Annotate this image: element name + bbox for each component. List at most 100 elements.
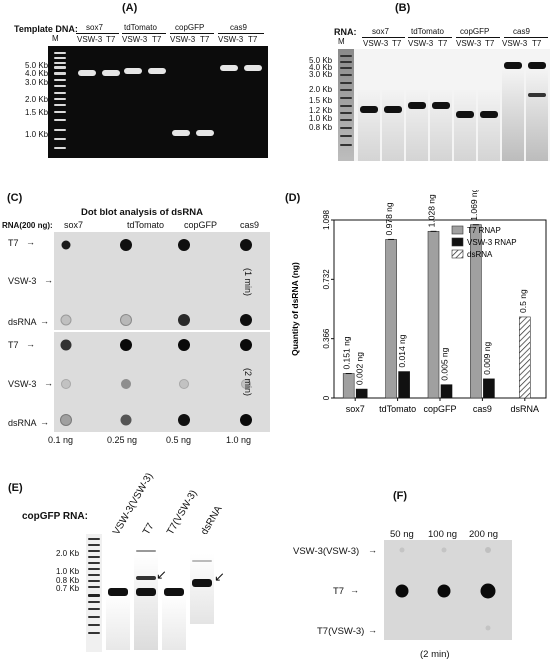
rna-band (384, 106, 402, 113)
gel-band (244, 65, 262, 71)
marker-label: M (338, 37, 345, 46)
bar-data-label: 1.069 ng (469, 190, 479, 221)
group-label-tdtomato: tdTomato (411, 27, 444, 36)
bar-vsw3-rnap (440, 384, 453, 399)
arrow-icon: → (26, 237, 35, 247)
lane-label: VSW-3 (170, 35, 196, 44)
lane-label-dsrna: dsRNA (199, 504, 225, 537)
rna-band (164, 588, 184, 596)
column-label-tdtomato: tdTomato (127, 220, 165, 230)
lane-label: VSW-3 (122, 35, 148, 44)
gel-image-a (48, 46, 268, 158)
lane-label: T7 (248, 35, 258, 44)
lane-label: VSW-3 (456, 39, 482, 48)
panel-d-label: (D) (285, 192, 301, 204)
size-label: 0.8 Kb (309, 123, 333, 132)
size-label: 0.7 Kb (56, 584, 80, 593)
bar-data-label: 0.151 ng (342, 336, 352, 369)
bar-data-label: 0.014 ng (397, 334, 407, 367)
panel-a-label: (A) (122, 2, 138, 14)
row-label-t7: T7 (333, 586, 345, 597)
group-line-tdtomato (122, 33, 166, 34)
y-tick-label: 0.366 (322, 328, 331, 349)
panel-f: (F) 50 ng 100 ng 200 ng VSW-3(VSW-3) → T… (280, 450, 554, 667)
size-label: 4.0 Kb (309, 63, 333, 72)
template-dna-label: Template DNA: (14, 24, 78, 34)
amount-label: 200 ng (469, 529, 499, 540)
group-line-sox7 (362, 37, 405, 38)
dot-blot-title: Dot blot analysis of dsRNA (81, 207, 203, 218)
size-label: 1.0 Kb (56, 567, 80, 576)
bar-chart-quantity: 0 0.366 0.732 1.098 Quantity of dsRNA (ng) so… (290, 190, 547, 414)
y-tick-label: 0.732 (322, 269, 331, 290)
lane-label-t7-vsw3: T7(VSW-3) (165, 488, 200, 537)
rna-band (480, 111, 498, 118)
row-label-t7: T7 (8, 238, 19, 248)
row-label-vsw3-vsw3: VSW-3(VSW-3) (293, 546, 360, 557)
dot-blot-1min (54, 232, 270, 330)
x-category-label: tdTomato (379, 404, 416, 414)
marker-label: M (52, 34, 59, 43)
bar-data-label: 0.009 ng (482, 342, 492, 375)
lane-label: VSW-3 (408, 39, 434, 48)
group-line-cas9 (504, 37, 548, 38)
amount-label: 1.0 ng (226, 435, 252, 445)
size-label: 2.0 Kb (56, 549, 80, 558)
lane-label: T7 (438, 39, 448, 48)
arrow-icon: → (368, 545, 377, 555)
x-category-label: sox7 (346, 404, 365, 414)
rna-band (528, 62, 546, 69)
lane-label: T7 (485, 39, 495, 48)
size-label: 3.0 Kb (25, 78, 49, 87)
bar-data-label: 0.5 ng (518, 289, 528, 313)
group-line-cas9 (218, 33, 264, 34)
lane-label: VSW-3 (363, 39, 389, 48)
size-label: 3.0 Kb (309, 70, 333, 79)
size-label: 1.0 Kb (25, 130, 49, 139)
row-label-t7: T7 (8, 340, 19, 350)
legend-swatch (451, 249, 464, 259)
bar-t7-rnap (385, 239, 397, 399)
gel-image-e (86, 534, 236, 652)
column-label-sox7: sox7 (64, 220, 84, 230)
panel-c: (C) Dot blot analysis of dsRNA RNA(200 n… (0, 190, 280, 445)
panel-e: (E) copGFP RNA: VSW-3(VSW-3) T7 T7(VSW-3… (0, 450, 280, 667)
lane-label: T7 (200, 35, 210, 44)
arrow-icon: → (350, 585, 359, 595)
rna-label: RNA: (334, 27, 357, 37)
group-line-copgfp (456, 37, 500, 38)
rna-band (136, 576, 156, 580)
panel-a: (A) Template DNA: M sox7 tdTomato copGFP… (0, 0, 280, 160)
x-category-label: cas9 (473, 404, 492, 414)
legend-entry: dsRNA (467, 250, 493, 259)
rna-band (456, 111, 474, 118)
rna-band (432, 102, 450, 109)
panel-e-label: (E) (8, 482, 23, 494)
group-line-sox7 (76, 33, 119, 34)
size-label: 5.0 Kb (309, 56, 333, 65)
rna-band (504, 62, 522, 69)
gel-band (148, 68, 166, 74)
column-label-cas9: cas9 (240, 220, 260, 230)
arrow-icon: → (26, 339, 35, 349)
legend-entry: T7 RNAP (467, 226, 501, 235)
rna-band (528, 93, 546, 97)
arrow-icon: → (368, 625, 377, 635)
legend-swatch (451, 225, 464, 235)
rna-band (360, 106, 378, 113)
amount-label: 0.5 ng (166, 435, 192, 445)
bar-t7-rnap (427, 231, 440, 399)
panel-d: (D) 0 0.366 0.732 1.098 Quantity of dsRNA (n… (280, 190, 554, 440)
bar-vsw3-rnap (398, 371, 410, 399)
lane-label: T7 (106, 35, 116, 44)
group-label-cas9: cas9 (513, 27, 530, 36)
lane-label: T7 (152, 35, 162, 44)
bar-data-label: 1.028 ng (427, 194, 437, 227)
gel-band (124, 68, 142, 74)
size-label: 5.0 Kb (25, 61, 49, 70)
rna-band (192, 579, 212, 587)
size-label: 1.2 Kb (309, 106, 333, 115)
size-label: 0.8 Kb (56, 576, 80, 585)
gel-band (102, 70, 120, 76)
gel-band (172, 130, 190, 136)
